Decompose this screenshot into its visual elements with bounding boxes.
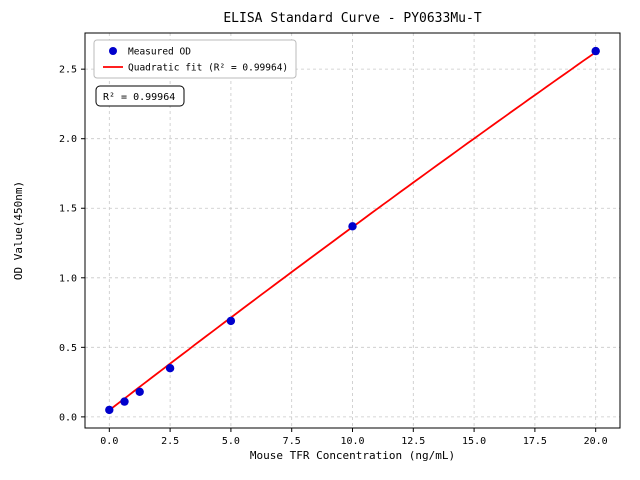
x-tick-label: 20.0	[584, 436, 608, 447]
scatter-point	[348, 222, 357, 231]
chart-title: ELISA Standard Curve - PY0633Mu-T	[223, 11, 481, 26]
legend-label-measured-od: Measured OD	[128, 47, 191, 58]
x-tick-label: 7.5	[283, 436, 301, 447]
scatter-point	[120, 397, 129, 406]
y-tick-label: 1.0	[59, 273, 77, 284]
y-tick-label: 0.5	[59, 343, 77, 354]
x-tick-label: 15.0	[462, 436, 486, 447]
x-axis-label: Mouse TFR Concentration (ng/mL)	[250, 449, 455, 462]
scatter-point	[165, 364, 175, 373]
scatter-point	[591, 46, 600, 56]
y-axis-label: OD Value(450nm)	[12, 181, 25, 280]
measured-od-points	[105, 46, 600, 415]
legend-box	[93, 39, 297, 79]
x-tick-label: 17.5	[523, 436, 547, 447]
r-squared-annotation: R² = 0.99964	[95, 85, 185, 107]
scatter-point	[135, 387, 144, 396]
annotation-text: R² = 0.99964	[103, 92, 175, 103]
y-tick-label: 0.0	[59, 412, 77, 423]
x-tick-label: 12.5	[401, 436, 425, 447]
x-tick-label: 5.0	[222, 436, 240, 447]
plot-border	[84, 32, 621, 429]
y-tick-label: 2.5	[59, 65, 77, 76]
legend: Measured OD Quadratic fit (R² = 0.99964)	[93, 39, 297, 79]
annotation-box	[95, 85, 185, 107]
grid-lines	[85, 33, 620, 428]
scatter-point	[105, 405, 114, 415]
axis-ticks: 0.0 2.5 5.0 7.5 10.0 12.5 15.0 17.5 20.0 0.0 0.5 1.…	[59, 65, 608, 447]
y-tick-label: 1.5	[59, 204, 77, 215]
x-tick-label: 0.0	[100, 436, 118, 447]
legend-label-quadratic-fit: Quadratic fit (R² = 0.99964)	[128, 63, 288, 74]
scatter-point	[226, 316, 236, 326]
legend-marker-measured-od-icon	[109, 47, 117, 55]
x-tick-label: 2.5	[161, 436, 179, 447]
x-tick-label: 10.0	[340, 436, 364, 447]
y-tick-label: 2.0	[59, 134, 77, 145]
